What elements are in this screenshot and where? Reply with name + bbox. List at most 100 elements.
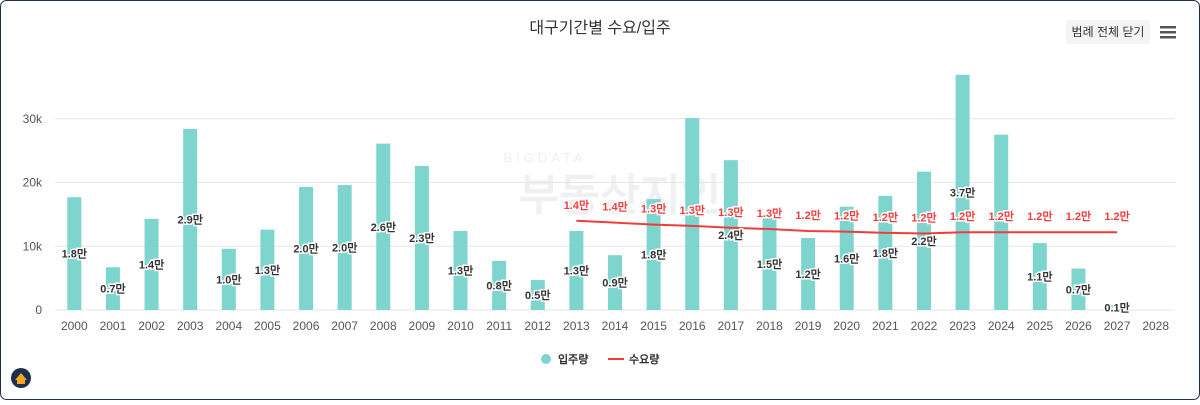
bar (801, 237, 816, 310)
bar-value-label: 1.4만 (139, 257, 164, 271)
legend-label[interactable]: 입주량 (558, 353, 588, 366)
legend-toggle-label[interactable]: 범례 전체 닫기 (1072, 25, 1145, 39)
x-tick-label: 2028 (1142, 319, 1169, 333)
bar (337, 185, 352, 310)
x-tick-label: 2009 (409, 319, 436, 333)
line-value-label: 1.2만 (988, 209, 1013, 223)
bar-value-label: 1.8만 (873, 246, 898, 260)
x-tick-label: 2026 (1065, 319, 1092, 333)
x-tick-label: 2023 (949, 319, 976, 333)
bar (608, 255, 622, 310)
line-value-label: 1.3만 (641, 202, 666, 216)
bar (994, 134, 1009, 310)
bar (530, 280, 545, 310)
home-icon-glyph (15, 373, 27, 384)
line-value-label: 1.3만 (680, 203, 705, 217)
bar (685, 118, 700, 310)
line-value-label: 1.2만 (834, 209, 859, 223)
line-value-label: 1.2만 (1104, 209, 1129, 223)
y-tick-label: 0 (35, 303, 42, 317)
x-tick-label: 2004 (215, 319, 242, 333)
bar-value-label: 1.0만 (216, 272, 241, 286)
bar-value-label: 1.3만 (448, 263, 473, 277)
x-tick-label: 2001 (100, 319, 127, 333)
x-tick-label: 2016 (679, 319, 706, 333)
bar-value-label: 1.5만 (757, 257, 782, 271)
bar (144, 218, 159, 310)
bar-value-label: 2.3만 (409, 231, 434, 245)
bar (916, 171, 931, 310)
y-tick-label: 20k (23, 176, 43, 190)
bar (299, 186, 314, 310)
line-value-label: 1.4만 (602, 200, 627, 214)
x-tick-label: 2010 (447, 319, 474, 333)
legend-toggle[interactable] (1066, 20, 1150, 44)
x-tick-label: 2021 (872, 319, 899, 333)
y-tick-label: 10k (23, 239, 43, 253)
x-tick-label: 2019 (795, 319, 822, 333)
bar-value-label: 1.3만 (255, 263, 280, 277)
bar-value-label: 0.9만 (602, 276, 627, 290)
x-tick-label: 2027 (1104, 319, 1131, 333)
x-tick-label: 2005 (254, 319, 281, 333)
x-tick-label: 2008 (370, 319, 397, 333)
bar (492, 260, 507, 310)
bar-value-label: 0.5만 (525, 288, 550, 302)
bar (221, 248, 236, 310)
bar-value-label: 1.1만 (1027, 270, 1052, 284)
x-tick-label: 2017 (718, 319, 745, 333)
menu-icon[interactable] (1160, 26, 1176, 39)
bar (260, 229, 275, 310)
x-tick-label: 2015 (640, 319, 667, 333)
x-tick-label: 2018 (756, 319, 783, 333)
line-value-label: 1.2만 (1027, 209, 1052, 223)
y-tick-label: 30k (23, 112, 43, 126)
bar-value-label: 2.4만 (718, 228, 743, 242)
x-tick-label: 2002 (138, 319, 165, 333)
legend-label[interactable]: 수요량 (629, 353, 659, 366)
bar-value-label: 2.0만 (332, 241, 357, 255)
bar-value-label: 2.6만 (371, 220, 396, 234)
line-value-label: 1.2만 (1066, 209, 1091, 223)
watermark: BIGDATA (503, 150, 586, 165)
line-value-label: 1.3만 (757, 206, 782, 220)
bar-value-label: 1.8만 (62, 247, 87, 261)
bar-value-label: 0.1만 (1104, 300, 1129, 314)
bar-value-label: 2.0만 (293, 241, 318, 255)
bar-value-label: 0.8만 (486, 278, 511, 292)
x-tick-label: 2024 (988, 319, 1015, 333)
x-tick-label: 2025 (1026, 319, 1053, 333)
bar-value-label: 2.2만 (911, 234, 936, 248)
bar-value-label: 3.7만 (950, 185, 975, 199)
x-tick-label: 2012 (524, 319, 551, 333)
bar (569, 230, 584, 310)
bar-value-label: 0.7만 (1066, 282, 1091, 296)
bar-value-label: 1.2만 (795, 267, 820, 281)
bar-value-label: 1.3만 (564, 263, 589, 277)
line-value-label: 1.4만 (564, 198, 589, 212)
bar-value-label: 1.6만 (834, 251, 859, 265)
x-tick-label: 2020 (833, 319, 860, 333)
bar-value-label: 2.9만 (177, 212, 202, 226)
x-tick-label: 2014 (602, 319, 629, 333)
bar (453, 230, 468, 310)
bar (955, 74, 970, 310)
x-tick-label: 2013 (563, 319, 590, 333)
x-tick-label: 2006 (293, 319, 320, 333)
chart-title: 대구기간별 수요/입주 (529, 19, 670, 37)
bar (1110, 304, 1125, 310)
x-tick-label: 2011 (486, 319, 512, 333)
x-tick-label: 2022 (911, 319, 938, 333)
line (576, 219, 1118, 235)
bar-value-label: 0.7만 (100, 282, 125, 296)
legend-dot (541, 354, 551, 364)
line-value-label: 1.2만 (911, 211, 936, 225)
bar (1071, 268, 1086, 310)
bar (646, 199, 661, 310)
line-value-label: 1.2만 (795, 208, 820, 222)
bar (105, 267, 120, 310)
x-tick-label: 2000 (61, 319, 88, 333)
bar (183, 128, 198, 310)
line-value-label: 1.2만 (873, 210, 898, 224)
bar (878, 195, 893, 310)
